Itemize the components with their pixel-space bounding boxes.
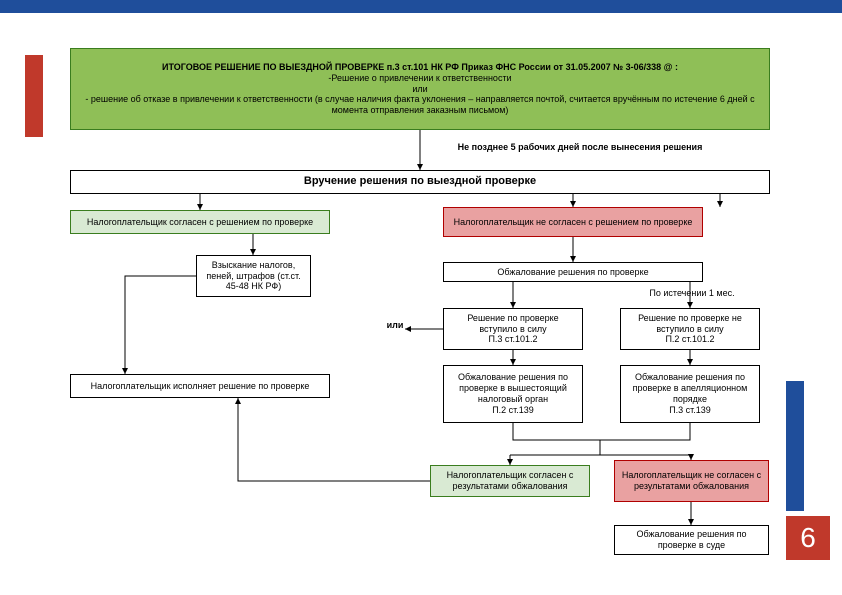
node-appeal: Обжалование решения по проверке — [443, 262, 703, 282]
node-agree-line-0: Налогоплательщик согласен с решением по … — [87, 217, 313, 228]
label-onemonth: По истечении 1 мес. — [637, 288, 747, 298]
node-not_in_force-line-1: П.2 ст.101.2 — [665, 334, 714, 345]
node-executes: Налогоплательщик исполняет решение по пр… — [70, 374, 330, 398]
node-header-line-2: или — [412, 84, 427, 95]
node-appeal-line-0: Обжалование решения по проверке — [497, 267, 648, 278]
node-in_force-line-0: Решение по проверке вступило в силу — [449, 313, 577, 335]
blue-side-strip — [786, 381, 804, 511]
node-agree_results: Налогоплательщик согласен с результатами… — [430, 465, 590, 497]
node-not_in_force: Решение по проверке не вступило в силуП.… — [620, 308, 760, 350]
node-collection: Взыскание налогов, пеней, штрафов (ст.ст… — [196, 255, 311, 297]
node-appeal_higher: Обжалование решения по проверке в вышест… — [443, 365, 583, 423]
node-delivery-line-0: Вручение решения по выездной проверке — [304, 175, 536, 188]
node-delivery: Вручение решения по выездной проверке — [70, 170, 770, 194]
node-disagree: Налогоплательщик не согласен с решением … — [443, 207, 703, 237]
blue-top-bar — [0, 0, 842, 13]
node-not_in_force-line-0: Решение по проверке не вступило в силу — [626, 313, 754, 335]
node-appeal_court: Обжалование решения по проверке в суде — [614, 525, 769, 555]
node-header-line-3: - решение об отказе в привлечении к отве… — [76, 94, 764, 116]
page-number: 6 — [786, 516, 830, 560]
label-or: или — [380, 320, 410, 330]
node-header-line-1: -Решение о привлечении к ответственности — [328, 73, 511, 84]
page-number-value: 6 — [800, 522, 816, 554]
node-executes-line-0: Налогоплательщик исполняет решение по пр… — [91, 381, 310, 392]
node-appeal_appellate-line-1: П.3 ст.139 — [669, 405, 711, 416]
node-disagree_results: Налогоплательщик не согласен с результат… — [614, 460, 769, 502]
node-in_force-line-1: П.3 ст.101.2 — [488, 334, 537, 345]
node-disagree-line-0: Налогоплательщик не согласен с решением … — [454, 217, 693, 228]
red-side-bar — [25, 55, 43, 137]
node-appeal_appellate: Обжалование решения по проверке в апелля… — [620, 365, 760, 423]
node-appeal_higher-line-0: Обжалование решения по проверке в вышест… — [449, 372, 577, 404]
node-header-line-0: ИТОГОВОЕ РЕШЕНИЕ ПО ВЫЕЗДНОЙ ПРОВЕРКЕ п.… — [162, 62, 678, 73]
node-in_force: Решение по проверке вступило в силуП.3 с… — [443, 308, 583, 350]
node-appeal_appellate-line-0: Обжалование решения по проверке в апелля… — [626, 372, 754, 404]
node-appeal_higher-line-1: П.2 ст.139 — [492, 405, 534, 416]
node-header: ИТОГОВОЕ РЕШЕНИЕ ПО ВЫЕЗДНОЙ ПРОВЕРКЕ п.… — [70, 48, 770, 130]
node-collection-line-0: Взыскание налогов, пеней, штрафов (ст.ст… — [202, 260, 305, 292]
node-agree: Налогоплательщик согласен с решением по … — [70, 210, 330, 234]
node-appeal_court-line-0: Обжалование решения по проверке в суде — [620, 529, 763, 551]
node-disagree_results-line-0: Налогоплательщик не согласен с результат… — [620, 470, 763, 492]
node-agree_results-line-0: Налогоплательщик согласен с результатами… — [436, 470, 584, 492]
label-fivedays: Не позднее 5 рабочих дней после вынесени… — [430, 142, 730, 152]
